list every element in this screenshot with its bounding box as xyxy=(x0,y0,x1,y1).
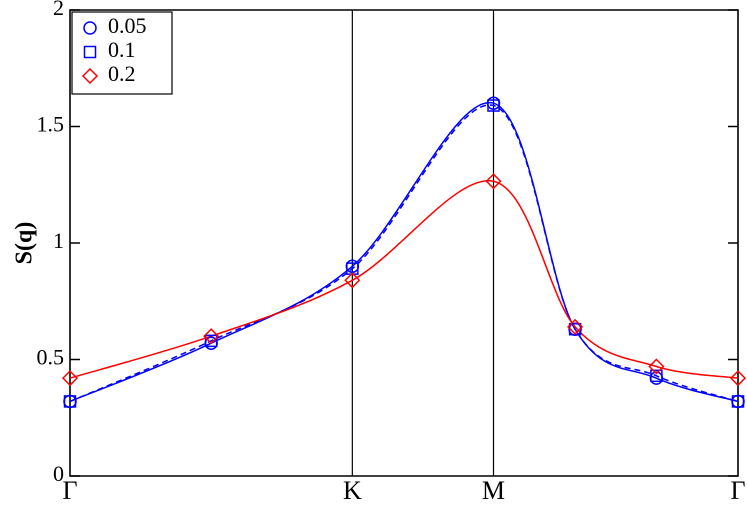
marker xyxy=(204,334,218,348)
series-line xyxy=(69,102,739,403)
marker xyxy=(83,21,97,35)
series-line xyxy=(69,180,739,379)
x-tick-label: K xyxy=(343,476,362,505)
x-tick-label: Γ xyxy=(62,476,77,505)
marker xyxy=(729,370,747,387)
y-axis-label: S(q) xyxy=(12,222,38,265)
legend-label: 0.2 xyxy=(108,61,136,86)
y-tick-label: 0.5 xyxy=(37,345,65,370)
marker xyxy=(487,99,500,112)
marker xyxy=(731,395,745,408)
marker xyxy=(648,358,665,375)
y-tick-label: 0 xyxy=(53,461,64,486)
legend-box xyxy=(71,11,173,95)
y-tick-label: 1.5 xyxy=(37,112,65,137)
marker xyxy=(81,67,99,85)
y-tick-label: 1 xyxy=(53,228,64,253)
marker xyxy=(344,272,361,289)
legend-label: 0.1 xyxy=(108,37,136,62)
x-tick-label: M xyxy=(482,476,505,505)
y-tick-label: 2 xyxy=(53,0,64,20)
marker xyxy=(203,328,220,345)
marker xyxy=(83,45,97,59)
x-tick-label: Γ xyxy=(730,476,745,505)
marker xyxy=(63,395,77,408)
legend-label: 0.05 xyxy=(108,13,147,38)
marker xyxy=(485,173,502,190)
series-line xyxy=(69,104,739,403)
marker xyxy=(61,370,79,387)
marker xyxy=(650,369,663,383)
marker xyxy=(567,318,584,335)
